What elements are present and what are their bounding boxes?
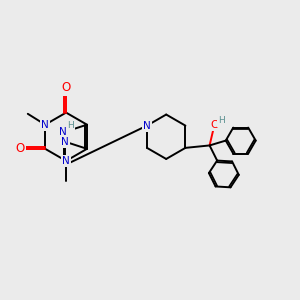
Text: N: N	[41, 120, 49, 130]
Text: O: O	[210, 120, 219, 130]
Text: N: N	[61, 137, 68, 147]
Text: O: O	[61, 82, 71, 94]
Text: H: H	[218, 116, 225, 125]
Text: N: N	[143, 121, 151, 130]
Text: N: N	[62, 156, 70, 166]
Text: N: N	[59, 127, 67, 136]
Text: O: O	[16, 142, 25, 155]
Text: H: H	[67, 121, 74, 130]
